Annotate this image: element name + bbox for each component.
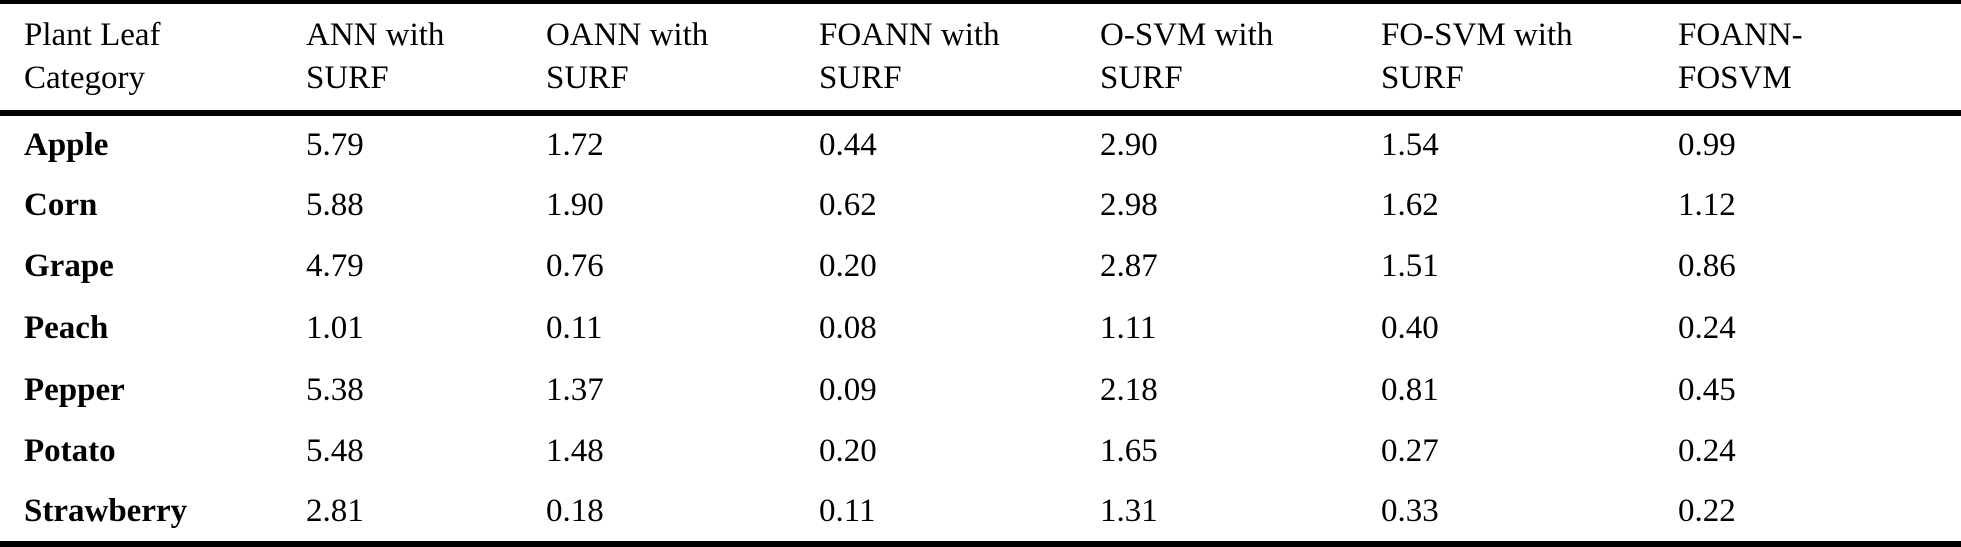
header-line: SURF xyxy=(1381,60,1464,96)
column-header-o-svm-with-surf: O-SVM with SURF xyxy=(1100,2,1381,116)
cell-value: 5.38 xyxy=(306,371,364,408)
cell-value: 0.24 xyxy=(1678,309,1736,346)
cell-value: 2.98 xyxy=(1100,186,1158,223)
cell-value: 0.11 xyxy=(546,309,603,346)
row-category-label: Strawberry xyxy=(24,493,188,530)
header-line: Plant Leaf xyxy=(24,17,161,53)
cell-value: 2.81 xyxy=(306,493,364,530)
header-line: Category xyxy=(24,60,145,96)
cell-value: 0.20 xyxy=(819,433,877,470)
cell-value: 1.54 xyxy=(1381,126,1439,163)
cell-value: 0.81 xyxy=(1381,371,1439,408)
header-line: SURF xyxy=(546,60,629,96)
cell-value: 0.27 xyxy=(1381,433,1439,470)
table-row: Pepper 5.38 1.37 0.09 2.18 0.81 0.45 xyxy=(0,359,1961,421)
column-header-foann-fosvm: FOANN- FOSVM xyxy=(1678,2,1961,116)
cell-value: 1.48 xyxy=(546,433,604,470)
cell-value: 1.31 xyxy=(1100,493,1158,530)
cell-value: 2.18 xyxy=(1100,371,1158,408)
table-row: Strawberry 2.81 0.18 0.11 1.31 0.33 0.22 xyxy=(0,482,1961,544)
cell-value: 0.09 xyxy=(819,371,877,408)
cell-value: 5.88 xyxy=(306,186,364,223)
table-row: Potato 5.48 1.48 0.20 1.65 0.27 0.24 xyxy=(0,421,1961,483)
cell-value: 0.11 xyxy=(819,493,876,530)
row-category-label: Apple xyxy=(24,126,109,163)
table-row: Grape 4.79 0.76 0.20 2.87 1.51 0.86 xyxy=(0,236,1961,298)
row-category-label: Potato xyxy=(24,433,116,470)
header-line: OANN with xyxy=(546,17,709,53)
cell-value: 0.86 xyxy=(1678,248,1736,285)
table-row: Peach 1.01 0.11 0.08 1.11 0.40 0.24 xyxy=(0,298,1961,360)
table-row: Corn 5.88 1.90 0.62 2.98 1.62 1.12 xyxy=(0,175,1961,237)
column-header-foann-with-surf: FOANN with SURF xyxy=(819,2,1100,116)
header-line: ANN with xyxy=(306,17,445,53)
cell-value: 4.79 xyxy=(306,248,364,285)
row-category-label: Peach xyxy=(24,309,109,346)
header-line: O-SVM with xyxy=(1100,17,1274,53)
header-line: FO-SVM with xyxy=(1381,17,1573,53)
cell-value: 1.01 xyxy=(306,309,364,346)
header-line: FOANN with xyxy=(819,17,1000,53)
cell-value: 0.08 xyxy=(819,309,877,346)
table-row: Apple 5.79 1.72 0.44 2.90 1.54 0.99 xyxy=(0,113,1961,175)
cell-value: 0.45 xyxy=(1678,371,1736,408)
cell-value: 0.22 xyxy=(1678,493,1736,530)
cell-value: 0.20 xyxy=(819,248,877,285)
header-line: SURF xyxy=(819,60,902,96)
table-header: Plant Leaf Category ANN with SURF OANN w… xyxy=(0,2,1961,116)
cell-value: 1.11 xyxy=(1100,309,1157,346)
cell-value: 5.48 xyxy=(306,433,364,470)
cell-value: 1.12 xyxy=(1678,186,1736,223)
cell-value: 0.76 xyxy=(546,248,604,285)
cell-value: 1.72 xyxy=(546,126,604,163)
cell-value: 0.18 xyxy=(546,493,604,530)
column-header-plant-leaf-category: Plant Leaf Category xyxy=(0,2,306,116)
cell-value: 2.90 xyxy=(1100,126,1158,163)
column-header-ann-with-surf: ANN with SURF xyxy=(306,2,546,116)
cell-value: 0.44 xyxy=(819,126,877,163)
column-header-fo-svm-with-surf: FO-SVM with SURF xyxy=(1381,2,1678,116)
row-category-label: Corn xyxy=(24,186,98,223)
cell-value: 2.87 xyxy=(1100,248,1158,285)
cell-value: 1.37 xyxy=(546,371,604,408)
header-line: FOSVM xyxy=(1678,60,1792,96)
header-row: Plant Leaf Category ANN with SURF OANN w… xyxy=(0,2,1961,116)
column-header-oann-with-surf: OANN with SURF xyxy=(546,2,819,116)
cell-value: 0.40 xyxy=(1381,309,1439,346)
row-category-label: Grape xyxy=(24,248,114,285)
table-body: Apple 5.79 1.72 0.44 2.90 1.54 0.99 Corn 5.88 1.9… xyxy=(0,113,1961,544)
cell-value: 0.24 xyxy=(1678,433,1736,470)
cell-value: 1.62 xyxy=(1381,186,1439,223)
cell-value: 5.79 xyxy=(306,126,364,163)
row-category-label: Pepper xyxy=(24,371,125,408)
cell-value: 0.33 xyxy=(1381,493,1439,530)
cell-value: 1.90 xyxy=(546,186,604,223)
cell-value: 1.65 xyxy=(1100,433,1158,470)
header-line: FOANN- xyxy=(1678,17,1803,53)
header-line: SURF xyxy=(306,60,389,96)
header-line: SURF xyxy=(1100,60,1183,96)
cell-value: 0.99 xyxy=(1678,126,1736,163)
cell-value: 0.62 xyxy=(819,186,877,223)
cell-value: 1.51 xyxy=(1381,248,1439,285)
